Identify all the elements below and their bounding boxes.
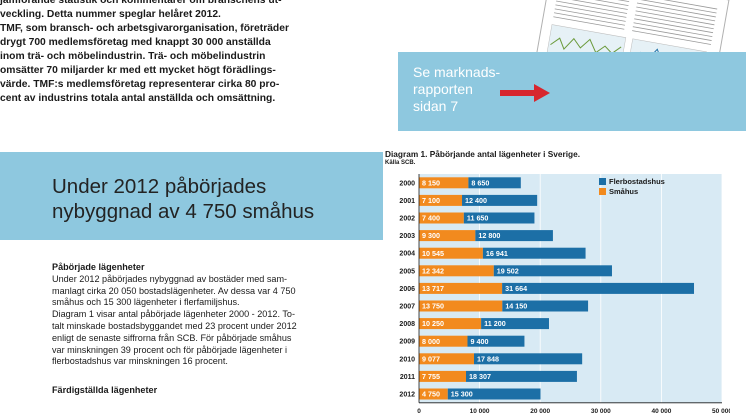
bar-smahus <box>419 194 463 206</box>
headline-box: Under 2012 påbörjades nybyggnad av 4 750… <box>0 152 383 240</box>
headline: Under 2012 påbörjades nybyggnad av 4 750… <box>52 175 315 223</box>
data-label-flerbostadshus: 19 502 <box>497 266 519 275</box>
y-tick-label: 2008 <box>399 321 415 328</box>
legend-label: Småhus <box>609 187 638 196</box>
y-tick-label: 2002 <box>399 216 415 223</box>
bar-flerbostadshus <box>468 177 521 189</box>
intro-text: jämförande statistik och kommentarer om … <box>0 0 376 106</box>
bar-flerbostadshus <box>502 282 695 294</box>
paragraph-started-1: Under 2012 påbörjades nybyggnad av bostä… <box>52 273 296 308</box>
data-label-smahus: 12 342 <box>422 266 444 275</box>
data-label-smahus: 7 100 <box>422 196 440 205</box>
bar-smahus <box>419 370 466 382</box>
y-tick-label: 2003 <box>399 233 415 240</box>
data-label-flerbostadshus: 12 800 <box>478 231 500 240</box>
intro-paragraph-1: jämförande statistik och kommentarer om … <box>0 0 282 20</box>
legend-swatch <box>599 178 606 185</box>
data-label-smahus: 9 300 <box>422 231 440 240</box>
data-label-smahus: 13 717 <box>422 284 444 293</box>
x-tick-label: 0 <box>417 408 421 415</box>
bar-smahus <box>419 388 448 400</box>
data-label-flerbostadshus: 15 300 <box>451 390 473 399</box>
y-tick-label: 2005 <box>399 268 415 275</box>
bar-smahus <box>419 177 469 189</box>
data-label-smahus: 4 750 <box>422 390 440 399</box>
x-tick-label: 30 000 <box>591 408 611 415</box>
y-tick-label: 2010 <box>399 356 415 363</box>
y-tick-label: 2012 <box>399 392 415 399</box>
data-label-flerbostadshus: 12 400 <box>465 196 487 205</box>
bar-smahus <box>419 265 494 277</box>
y-tick-label: 2006 <box>399 286 415 293</box>
y-tick-label: 2011 <box>400 374 415 381</box>
bar-flerbostadshus <box>463 212 535 224</box>
data-label-smahus: 8 000 <box>422 337 440 346</box>
bar-smahus <box>419 318 482 330</box>
bar-flerbostadshus <box>482 247 586 259</box>
market-report-text: Se marknads- rapporten sidan 7 <box>413 64 501 114</box>
intro-paragraph-2: TMF, som bransch- och arbetsgivarorganis… <box>0 23 289 104</box>
data-label-smahus: 8 150 <box>422 178 440 187</box>
bar-smahus <box>419 353 475 365</box>
data-label-flerbostadshus: 11 650 <box>467 214 489 223</box>
y-tick-label: 2007 <box>399 304 415 311</box>
bar-smahus <box>419 212 464 224</box>
bar-smahus <box>419 282 503 294</box>
red-arrow-icon <box>500 84 550 102</box>
bar-flerbostadshus <box>447 388 541 400</box>
x-tick-label: 50 000 <box>712 408 730 415</box>
x-tick-label: 20 000 <box>530 408 550 415</box>
bar-flerbostadshus <box>475 230 553 242</box>
data-label-smahus: 10 250 <box>422 319 444 328</box>
chart-source: Källa SCB. <box>385 160 416 166</box>
bar-smahus <box>419 230 476 242</box>
section-heading-started: Påbörjade lägenheter <box>52 262 145 272</box>
data-label-flerbostadshus: 11 200 <box>484 319 506 328</box>
y-tick-label: 2001 <box>399 198 415 205</box>
x-tick-label: 10 000 <box>470 408 490 415</box>
bar-flerbostadshus <box>462 194 538 206</box>
chart-title: Diagram 1. Påbörjande antal lägenheter i… <box>385 149 581 159</box>
data-label-smahus: 9 077 <box>422 354 440 363</box>
bar-flerbostadshus <box>465 370 577 382</box>
paragraph-started-2: Diagram 1 visar antal påbörjade lägenhet… <box>52 309 297 367</box>
data-label-smahus: 13 750 <box>422 302 444 311</box>
data-label-flerbostadshus: 31 664 <box>505 284 527 293</box>
data-label-smahus: 7 400 <box>422 214 440 223</box>
data-label-flerbostadshus: 16 941 <box>486 249 508 258</box>
bar-smahus <box>419 335 468 347</box>
legend-label: Flerbostadshus <box>609 177 665 186</box>
bar-flerbostadshus <box>481 318 549 330</box>
data-label-flerbostadshus: 14 150 <box>505 302 527 311</box>
data-label-smahus: 7 755 <box>422 372 440 381</box>
data-label-flerbostadshus: 17 848 <box>477 354 499 363</box>
y-tick-label: 2004 <box>399 251 415 258</box>
bar-smahus <box>419 300 503 312</box>
data-label-flerbostadshus: 9 400 <box>470 337 488 346</box>
data-label-smahus: 10 545 <box>422 249 444 258</box>
y-tick-label: 2000 <box>399 180 415 187</box>
market-report-box[interactable]: Se marknads- rapporten sidan 7 <box>398 52 746 131</box>
y-tick-label: 2009 <box>399 339 415 346</box>
bar-flerbostadshus <box>502 300 589 312</box>
bar-flerbostadshus <box>467 335 525 347</box>
data-label-flerbostadshus: 18 307 <box>469 372 491 381</box>
article-body: Påbörjade lägenheter Under 2012 påbörjad… <box>52 262 364 397</box>
section-heading-completed: Färdigställda lägenheter <box>52 385 158 396</box>
x-tick-label: 40 000 <box>651 408 671 415</box>
bar-flerbostadshus <box>493 265 612 277</box>
bar-smahus <box>419 247 483 259</box>
started-apartments-chart: 2000 8 150 8 650 2001 7 100 12 400 2002 7 400 11… <box>399 174 730 415</box>
bar-flerbostadshus <box>474 353 583 365</box>
data-label-flerbostadshus: 8 650 <box>471 178 489 187</box>
legend-swatch <box>599 188 606 195</box>
